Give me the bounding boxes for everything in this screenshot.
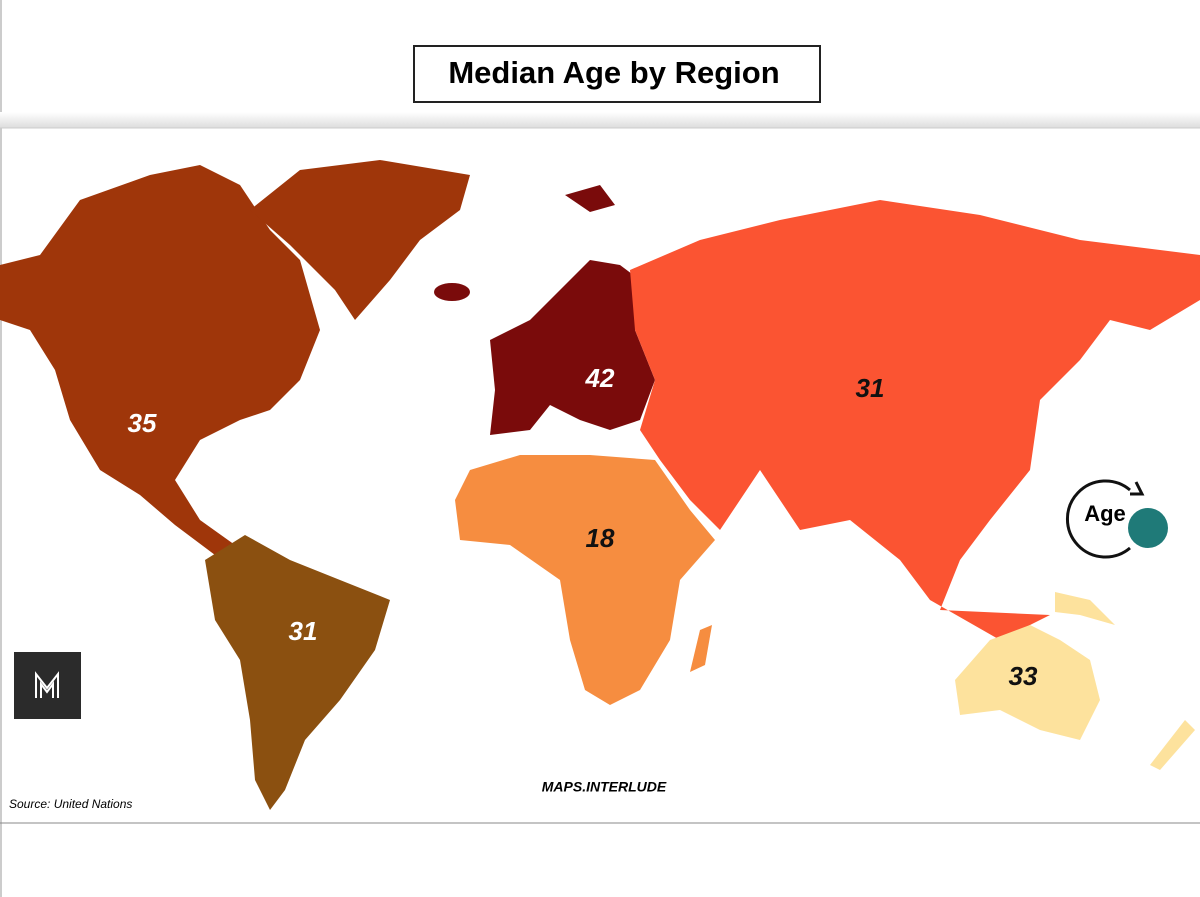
region-value: 35 <box>128 408 157 438</box>
regions <box>0 160 1200 810</box>
region-shape <box>955 625 1100 740</box>
logo-globe <box>1128 508 1168 548</box>
region-value: 31 <box>289 616 318 646</box>
europe <box>434 185 655 435</box>
region-shape <box>434 283 470 301</box>
region-value: 42 <box>585 363 615 393</box>
region-shape <box>1055 592 1115 625</box>
logo-text: Age <box>1084 501 1126 526</box>
region-shape <box>490 260 655 435</box>
title: Median Age by Region <box>448 55 779 90</box>
region-value: 33 <box>1009 661 1038 691</box>
region-shape <box>205 535 390 810</box>
asia <box>630 200 1200 640</box>
logo-ring <box>1065 479 1131 559</box>
header-shadow <box>0 112 1200 128</box>
source: Source: United Nations <box>9 797 132 811</box>
region-shape <box>455 455 715 705</box>
region-shape <box>690 625 712 672</box>
brand-logo <box>14 652 81 719</box>
north-america <box>0 160 470 555</box>
region-shape <box>1150 720 1195 770</box>
region-value: 31 <box>856 373 885 403</box>
region-shape <box>0 165 320 555</box>
oceania <box>955 592 1195 770</box>
title-box <box>413 45 821 103</box>
brand-logo-mark <box>35 671 59 698</box>
africa <box>455 455 715 705</box>
south-america <box>205 535 390 810</box>
credit: MAPS.INTERLUDE <box>542 779 667 795</box>
logo-arrow <box>1130 481 1145 496</box>
region-shape <box>565 185 615 212</box>
region-shape <box>250 160 470 320</box>
region-value: 18 <box>586 523 615 553</box>
region-shape <box>630 200 1200 640</box>
